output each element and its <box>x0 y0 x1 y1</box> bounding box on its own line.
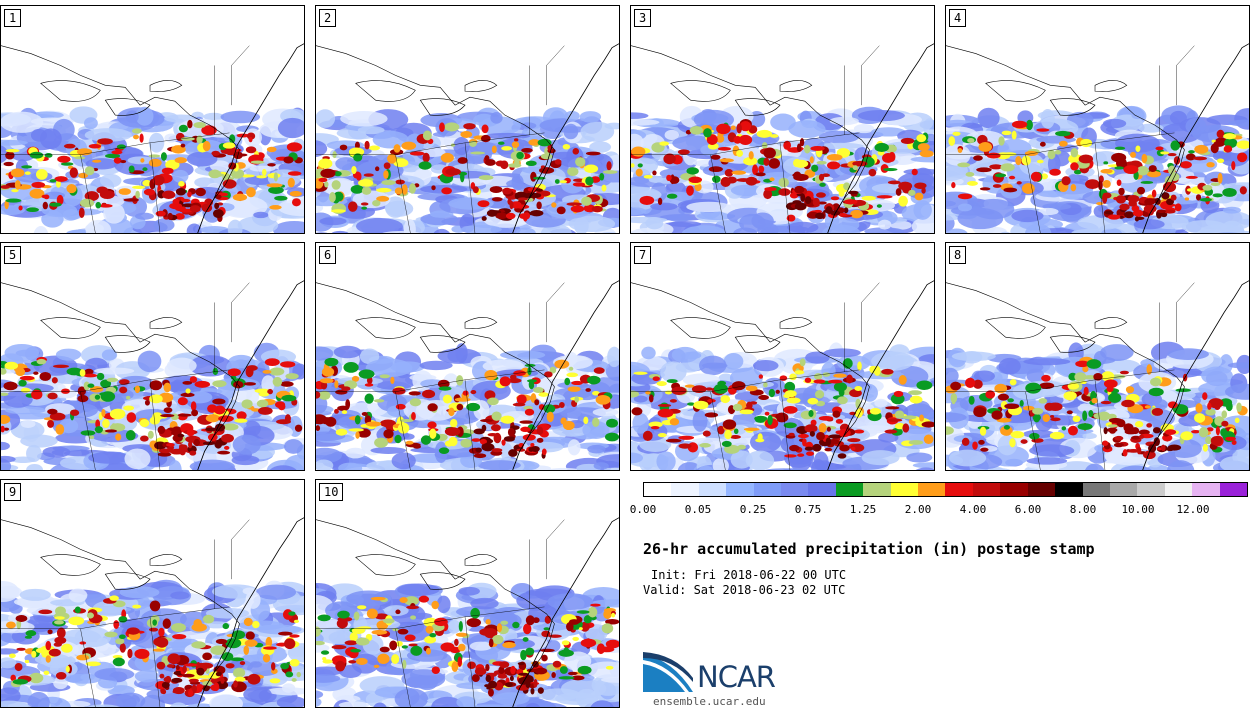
colorbar-segment <box>1109 483 1138 496</box>
member-panel: 4 <box>945 5 1250 234</box>
colorbar-segment <box>1164 483 1193 496</box>
plot-title: 26-hr accumulated precipitation (in) pos… <box>643 540 1095 558</box>
colorbar-tick: 10.00 <box>1121 503 1155 516</box>
precip-map <box>1 43 304 233</box>
colorbar-segment <box>1082 483 1110 496</box>
ncar-logo-icon <box>643 652 693 692</box>
valid-time: Valid: Sat 2018-06-23 02 UTC <box>643 583 846 597</box>
colorbar-segment <box>1137 483 1165 496</box>
member-panel: 10 <box>315 479 620 708</box>
member-number-label: 2 <box>319 9 337 27</box>
colorbar-segment <box>945 483 973 496</box>
init-time: Init: Fri 2018-06-22 00 UTC <box>651 568 847 582</box>
member-panel: 2 <box>315 5 620 234</box>
logo-text: NCAR <box>697 660 776 694</box>
precip-map <box>316 43 619 233</box>
member-number-label: 9 <box>4 483 22 501</box>
colorbar-segment <box>644 483 672 496</box>
colorbar-segment <box>1000 483 1028 496</box>
member-panel: 5 <box>0 242 305 471</box>
member-panel: 7 <box>630 242 935 471</box>
colorbar-segment <box>863 483 891 496</box>
colorbar-tick: 4.00 <box>959 503 987 516</box>
colorbar-tick: 0.25 <box>739 503 767 516</box>
colorbar-segment <box>671 483 699 496</box>
site-url: ensemble.ucar.edu <box>653 695 766 708</box>
colorbar-segment <box>781 483 809 496</box>
member-number-label: 3 <box>634 9 652 27</box>
member-number-label: 8 <box>949 246 967 264</box>
precip-map <box>946 280 1249 470</box>
colorbar-tick: 0.00 <box>629 503 657 516</box>
member-number-label: 4 <box>949 9 967 27</box>
colorbar-tick: 1.25 <box>849 503 877 516</box>
member-number-label: 6 <box>319 246 337 264</box>
member-panel: 3 <box>630 5 935 234</box>
member-panel: 8 <box>945 242 1250 471</box>
colorbar-tick: 12.00 <box>1176 503 1210 516</box>
precip-map <box>631 280 934 470</box>
colorbar-segment <box>726 483 754 496</box>
precip-map <box>316 517 619 707</box>
colorbar-segment <box>1192 483 1220 496</box>
colorbar-segment <box>1055 483 1083 496</box>
colorbar-segment <box>918 483 946 496</box>
colorbar-tick: 6.00 <box>1014 503 1042 516</box>
member-number-label: 5 <box>4 246 22 264</box>
colorbar-tick: 8.00 <box>1069 503 1097 516</box>
precip-map <box>316 280 619 470</box>
colorbar-tick: 0.05 <box>684 503 712 516</box>
colorbar-segment <box>808 483 836 496</box>
precip-map <box>1 280 304 470</box>
colorbar-tick: 2.00 <box>904 503 932 516</box>
colorbar-tick: 0.75 <box>794 503 822 516</box>
colorbar-segment <box>1027 483 1056 496</box>
colorbar-segment <box>835 483 864 496</box>
member-panel: 9 <box>0 479 305 708</box>
member-number-label: 1 <box>4 9 22 27</box>
colorbar-segment <box>698 483 727 496</box>
colorbar-segment <box>890 483 919 496</box>
precip-map <box>946 43 1249 233</box>
precip-colorbar <box>643 482 1248 497</box>
colorbar-segment <box>753 483 782 496</box>
member-number-label: 7 <box>634 246 652 264</box>
precip-map <box>1 517 304 707</box>
member-panel: 1 <box>0 5 305 234</box>
member-panel: 6 <box>315 242 620 471</box>
colorbar-segment <box>1219 483 1247 496</box>
member-number-label: 10 <box>319 483 344 501</box>
precip-map <box>631 43 934 233</box>
colorbar-segment <box>972 483 1001 496</box>
